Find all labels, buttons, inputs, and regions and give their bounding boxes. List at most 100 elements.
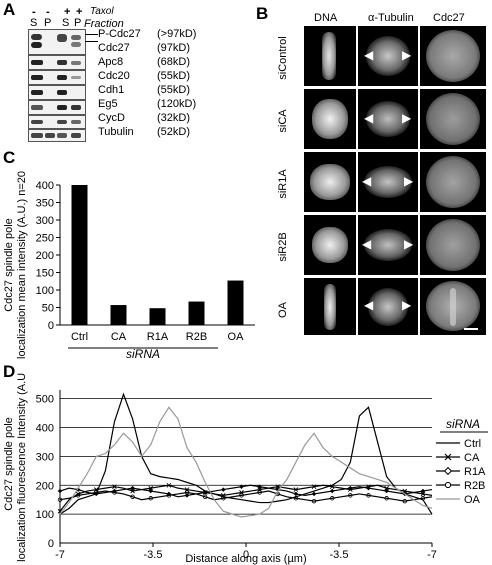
arrow-p-cdc27-icon — [85, 34, 98, 35]
c-ytick-label: 150 — [36, 268, 54, 280]
micrograph-tubulin-oa: ◀ ▶ — [358, 278, 418, 335]
d-point — [221, 496, 226, 501]
d-point — [275, 484, 281, 490]
taxol-sign: + — [76, 6, 83, 18]
d-ytick-label: 100 — [36, 509, 54, 521]
taxol-sign: + — [64, 6, 71, 18]
d-series-line-oa — [59, 406, 433, 518]
c-ytick-label: 100 — [36, 285, 54, 297]
taxol-signs: - - + + — [28, 6, 88, 18]
d-point — [293, 487, 299, 492]
d-legend-marker — [444, 481, 452, 489]
lane-label: S — [30, 17, 38, 29]
blot-size: (68kD) — [157, 56, 191, 68]
d-ytick-label: 0 — [48, 538, 54, 550]
d-point — [420, 496, 426, 501]
d-point — [221, 487, 226, 492]
d-point — [57, 488, 63, 494]
micrograph-dna-sicontrol — [304, 26, 356, 86]
arrowhead-icon: ▶ — [402, 48, 412, 62]
scale-bar — [464, 328, 478, 330]
row-label: siCA — [277, 109, 289, 133]
d-ytick-label: 400 — [36, 423, 54, 435]
d-point — [329, 488, 335, 494]
d-point — [311, 484, 317, 490]
arrowhead-icon: ◀ — [364, 111, 374, 125]
d-point — [112, 490, 117, 495]
row-label: siR2B — [277, 232, 289, 262]
d-xtick-label: -3.5 — [144, 549, 163, 561]
panel-label-b: B — [256, 4, 269, 23]
blot-size: (32kD) — [157, 112, 191, 124]
panel-b-microscopy: DNA α-Tubulin Cdc27 siControl siCA siR1A… — [270, 0, 492, 335]
arrowhead-icon: ▶ — [404, 174, 414, 188]
row-label: OA — [277, 302, 289, 318]
panel-d-line-chart: Cdc27 spindle pole localization fluoresc… — [3, 372, 488, 565]
d-xtick-label: -7 — [55, 549, 65, 561]
micrograph-dna-sir2b — [304, 215, 356, 275]
d-point — [384, 488, 389, 494]
blot-size: (>97kD) — [157, 28, 197, 40]
c-bar — [110, 305, 127, 325]
micrograph-tubulin-sir1a: ◀ ▶ — [358, 152, 418, 212]
d-legend-marker — [443, 466, 453, 476]
d-point — [130, 488, 135, 494]
blot-label: Eg5 — [98, 98, 118, 110]
c-ytick-label: 350 — [36, 198, 54, 210]
arrowhead-icon: ◀ — [362, 237, 372, 251]
blot-size: (55kD) — [157, 70, 191, 82]
c-ytick-label: 400 — [36, 180, 54, 192]
d-point — [402, 498, 407, 504]
micrograph-cdc27-oa — [420, 278, 486, 335]
d-point — [57, 497, 63, 502]
blot-apc8 — [28, 55, 86, 70]
panel-a-western-blot: Taxol Fraction - - + + S P S P — [0, 0, 250, 142]
blot-size: (97kD) — [157, 42, 191, 54]
c-bar — [149, 308, 166, 325]
d-point — [130, 494, 135, 500]
micrograph-dna-sir1a — [304, 152, 356, 212]
panel-label-a: A — [3, 0, 16, 19]
arrowhead-icon: ◀ — [364, 298, 374, 312]
d-legend-marker — [444, 453, 452, 461]
d-point — [384, 485, 389, 491]
blot-label: Cdc20 — [98, 70, 130, 82]
d-legend-label: R1A — [464, 466, 486, 478]
arrowhead-icon: ▶ — [404, 237, 414, 251]
d-legend-label: Ctrl — [464, 438, 481, 450]
blot-label: Cdc27 — [98, 42, 130, 54]
d-ytick-label: 300 — [36, 451, 54, 463]
micrograph-cdc27-sir1a — [420, 152, 486, 212]
row-label: siControl — [277, 36, 289, 80]
arrowhead-icon: ◀ — [362, 174, 372, 188]
panel-c-bar-chart: Cdc27 spindle pole localization mean int… — [3, 171, 255, 360]
micrograph-tubulin-sir2b: ◀ ▶ — [358, 215, 418, 275]
panel-label-d: D — [3, 362, 16, 381]
d-point — [311, 491, 317, 497]
c-ytick-label: 50 — [42, 303, 54, 315]
d-point — [112, 484, 117, 490]
c-xlabel: siRNA — [126, 347, 160, 360]
blot-cdh1 — [28, 85, 86, 100]
d-point — [166, 482, 172, 488]
arrowhead-icon: ▶ — [402, 111, 412, 125]
d-series-line-ctrl — [59, 392, 433, 515]
d-legend-label: OA — [464, 494, 481, 506]
blot-tubulin — [28, 129, 86, 142]
column-header: α-Tubulin — [368, 12, 414, 24]
blot-label: Cdh1 — [98, 84, 125, 96]
d-xtick-label: -3.5 — [330, 549, 349, 561]
micrograph-cdc27-sir2b — [420, 215, 486, 275]
c-xtick-label: CA — [111, 331, 127, 343]
blot-cycd — [28, 115, 86, 129]
column-header: DNA — [314, 12, 338, 24]
lane-label: P — [74, 17, 82, 29]
d-point — [293, 496, 299, 501]
d-point — [366, 485, 371, 491]
taxol-label: Taxol — [90, 6, 114, 17]
d-point — [311, 498, 317, 504]
blot-size: (120kD) — [157, 98, 197, 110]
c-ytick-label: 300 — [36, 215, 54, 227]
d-legend-label: CA — [464, 452, 480, 464]
d-point — [239, 493, 244, 498]
